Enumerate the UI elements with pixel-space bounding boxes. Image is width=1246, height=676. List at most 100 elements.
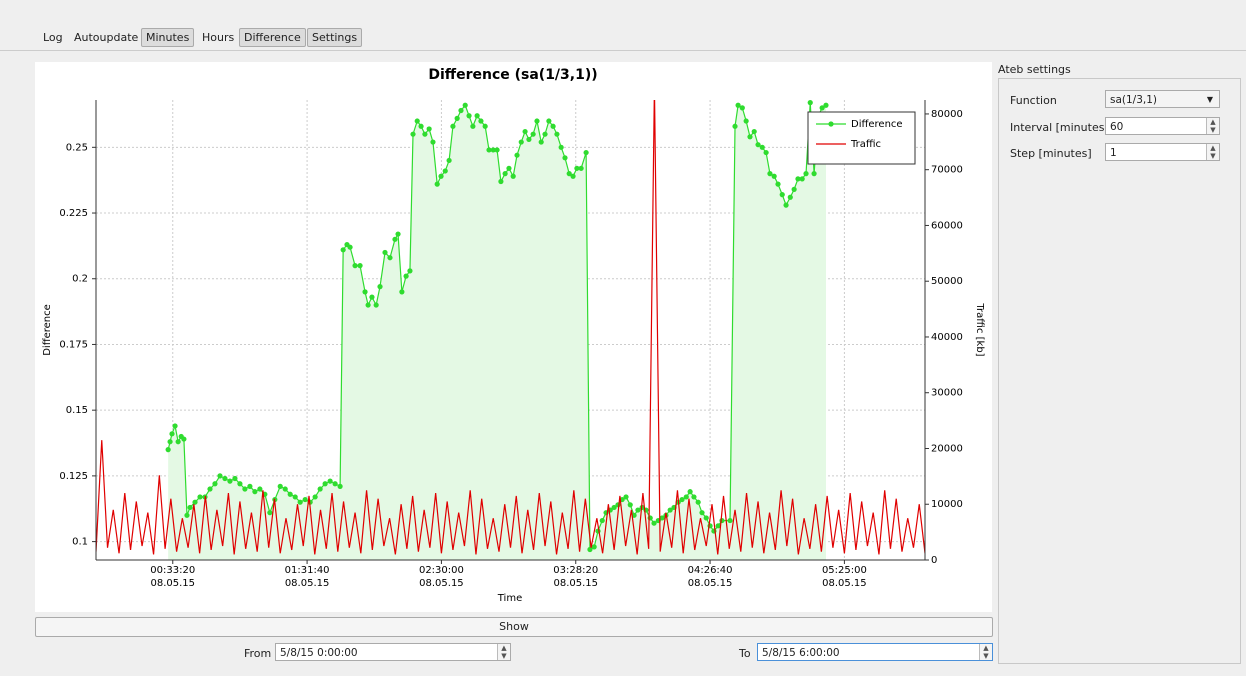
marker bbox=[322, 481, 328, 487]
marker bbox=[558, 144, 564, 150]
marker bbox=[627, 502, 633, 508]
marker bbox=[442, 168, 448, 174]
settings-panel bbox=[998, 78, 1241, 664]
marker bbox=[267, 510, 273, 516]
y2-tick-label: 40000 bbox=[931, 332, 963, 343]
marker bbox=[227, 478, 233, 484]
spin[interactable]: ▲ ▼ bbox=[979, 644, 992, 660]
y2-tick-label: 30000 bbox=[931, 388, 963, 399]
marker bbox=[187, 504, 193, 511]
x-date-label: 08.05.15 bbox=[822, 578, 867, 589]
tab[interactable]: Settings bbox=[307, 28, 363, 47]
marker bbox=[317, 486, 323, 492]
marker bbox=[550, 123, 556, 129]
marker bbox=[691, 494, 697, 500]
marker bbox=[165, 447, 171, 453]
marker bbox=[534, 118, 540, 124]
marker bbox=[282, 486, 288, 492]
marker bbox=[570, 173, 576, 179]
to-input[interactable]: 5/8/15 6:00:00 ▲ ▼ bbox=[757, 643, 993, 661]
field-label: Function bbox=[1010, 94, 1057, 107]
marker bbox=[783, 202, 789, 208]
legend-label: Difference bbox=[851, 119, 903, 130]
y-tick-label: 0.1 bbox=[72, 537, 88, 548]
field-value: 1 bbox=[1110, 147, 1117, 159]
marker bbox=[426, 126, 432, 132]
interval-input[interactable]: 60 ▲ ▼ bbox=[1105, 117, 1220, 135]
marker bbox=[422, 131, 428, 137]
marker bbox=[454, 115, 460, 121]
tab[interactable]: Minutes bbox=[141, 28, 195, 47]
marker bbox=[615, 502, 621, 508]
marker bbox=[172, 423, 178, 429]
marker bbox=[369, 294, 375, 300]
marker bbox=[242, 486, 248, 492]
marker bbox=[623, 494, 629, 500]
marker bbox=[494, 147, 500, 153]
marker bbox=[184, 512, 190, 518]
marker bbox=[392, 236, 398, 242]
marker bbox=[554, 131, 560, 137]
step-input[interactable]: 1 ▲ ▼ bbox=[1105, 143, 1220, 161]
marker bbox=[332, 481, 338, 487]
y-tick-label: 0.175 bbox=[59, 339, 88, 350]
marker bbox=[542, 131, 548, 137]
tab[interactable]: Hours bbox=[202, 31, 235, 44]
legend-box bbox=[807, 111, 916, 165]
marker bbox=[502, 171, 508, 177]
marker bbox=[287, 491, 293, 497]
marker bbox=[510, 173, 516, 179]
x-date-label: 08.05.15 bbox=[419, 578, 464, 589]
from-input[interactable]: 5/8/15 0:00:00 ▲ ▼ bbox=[275, 643, 511, 661]
marker bbox=[695, 499, 701, 505]
marker bbox=[297, 499, 303, 505]
marker bbox=[399, 289, 405, 295]
marker bbox=[414, 118, 420, 124]
marker bbox=[703, 515, 709, 521]
marker bbox=[506, 165, 512, 171]
marker bbox=[811, 171, 817, 177]
marker bbox=[478, 118, 484, 124]
marker bbox=[438, 173, 444, 179]
marker bbox=[365, 302, 371, 308]
marker bbox=[458, 107, 464, 114]
marker bbox=[197, 494, 203, 500]
marker bbox=[430, 139, 436, 145]
field-label: Step [minutes] bbox=[1010, 147, 1092, 160]
spin[interactable]: ▲ ▼ bbox=[497, 644, 510, 660]
marker bbox=[490, 147, 496, 153]
legend: Difference Traffic bbox=[807, 111, 916, 165]
marker bbox=[312, 494, 318, 500]
marker bbox=[217, 473, 223, 479]
marker bbox=[611, 504, 617, 511]
x-date-label: 08.05.15 bbox=[688, 578, 733, 589]
marker bbox=[466, 113, 472, 119]
from-label: From bbox=[244, 647, 272, 660]
marker bbox=[362, 289, 368, 295]
marker bbox=[574, 165, 580, 171]
x-date-label: 08.05.15 bbox=[150, 578, 195, 589]
tab[interactable]: Log bbox=[43, 31, 63, 44]
marker bbox=[252, 489, 258, 495]
marker bbox=[434, 181, 440, 187]
marker bbox=[470, 123, 476, 129]
marker bbox=[759, 144, 765, 150]
field-value: sa(1/3,1) bbox=[1110, 94, 1158, 106]
function-select[interactable]: sa(1/3,1) ▼ bbox=[1105, 90, 1220, 108]
marker bbox=[474, 113, 480, 119]
tab[interactable]: Autoupdate bbox=[74, 31, 139, 44]
spin[interactable]: ▲ ▼ bbox=[1206, 118, 1219, 134]
marker bbox=[823, 102, 829, 108]
marker bbox=[340, 247, 346, 253]
show-button[interactable]: Show bbox=[35, 617, 993, 637]
spin[interactable]: ▲ ▼ bbox=[1206, 144, 1219, 160]
marker bbox=[212, 481, 218, 487]
tab[interactable]: Difference bbox=[239, 28, 306, 47]
y2-tick-label: 60000 bbox=[931, 220, 963, 231]
y2-tick-label: 10000 bbox=[931, 499, 963, 510]
marker bbox=[578, 165, 584, 171]
line bbox=[96, 100, 925, 555]
marker bbox=[679, 496, 685, 503]
y2-tick-label: 70000 bbox=[931, 165, 963, 176]
marker bbox=[462, 102, 468, 108]
